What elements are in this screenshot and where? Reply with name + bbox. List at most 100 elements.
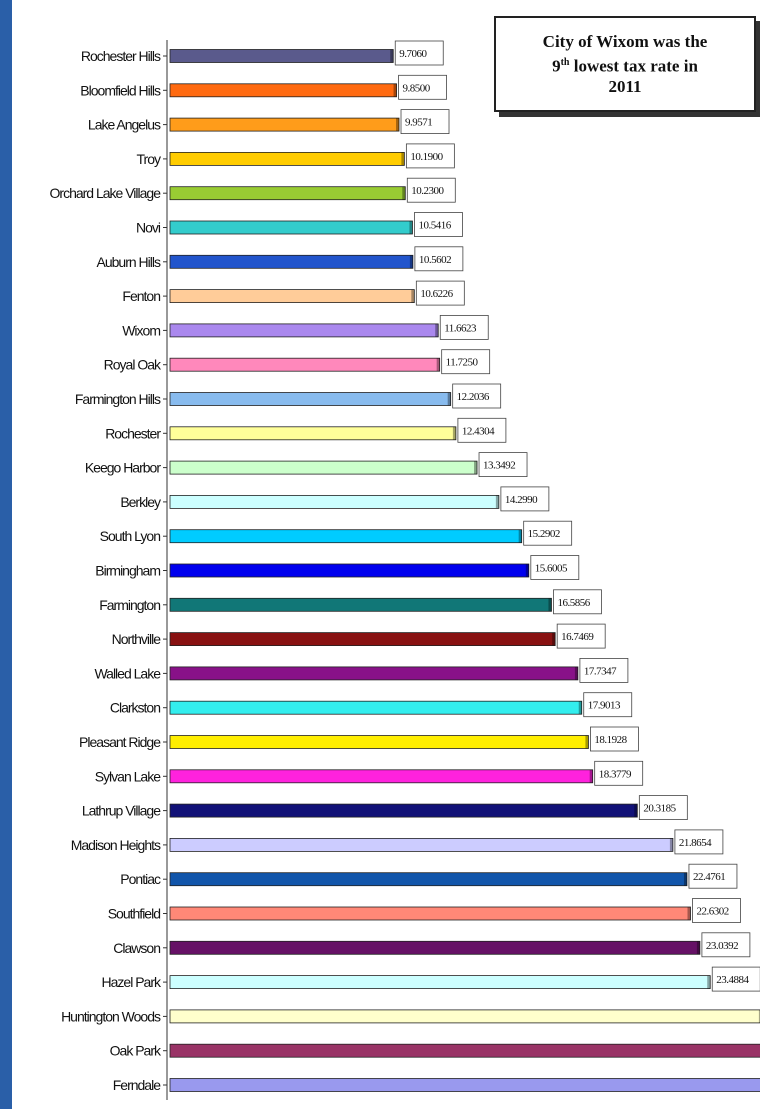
bar [169, 186, 406, 201]
value-label: 13.3492 [483, 460, 515, 472]
value-label: 16.5856 [557, 597, 590, 609]
bar [169, 769, 594, 784]
bar-end-cap [393, 83, 397, 97]
chart-title-line3: 2011 [608, 77, 642, 97]
value-label: 11.6623 [444, 322, 477, 334]
value-label-box [523, 520, 573, 546]
value-label-box [394, 40, 444, 66]
bar-end-cap [683, 872, 687, 886]
value-label-box [579, 658, 629, 683]
category-label: Northville [112, 631, 162, 647]
category-label: Southfield [108, 906, 160, 922]
value-label-box [478, 452, 528, 478]
bar [169, 906, 691, 921]
category-label: Troy [137, 151, 161, 167]
bar-end-cap [402, 186, 406, 200]
value-label: 12.4304 [462, 425, 495, 437]
value-label-box [405, 143, 455, 169]
bar [169, 49, 394, 63]
bar [169, 563, 530, 578]
category-label: Farmington [99, 597, 160, 613]
category-label: Clawson [113, 940, 160, 956]
value-label-box [414, 212, 463, 237]
bar [169, 838, 674, 852]
bar-end-cap [447, 392, 451, 406]
category-label: Hazel Park [102, 974, 162, 990]
bar-end-cap [578, 701, 582, 715]
value-label-box [500, 486, 550, 512]
value-label: 23.4884 [716, 974, 749, 986]
category-label: Rochester [105, 425, 161, 441]
value-label-box [452, 383, 502, 409]
value-label-box [439, 314, 489, 340]
value-label-box [406, 177, 456, 203]
bar-end-cap [396, 118, 400, 132]
bar [169, 357, 441, 372]
bar-end-cap [548, 598, 552, 612]
bar [169, 289, 415, 304]
category-label: Wixom [122, 322, 160, 338]
category-label: Clarkston [110, 700, 160, 716]
bar-end-cap [707, 975, 711, 989]
bar [169, 254, 414, 269]
value-label-box [398, 74, 447, 100]
value-label: 18.3779 [599, 768, 632, 780]
bar-end-cap [585, 735, 589, 749]
value-label-box [594, 760, 644, 786]
bar [169, 700, 583, 715]
category-label: Orchard Lake Village [50, 185, 162, 201]
bar [169, 666, 579, 681]
category-label: South Lyon [100, 528, 161, 544]
bar [169, 323, 439, 338]
value-label-box [415, 280, 465, 306]
bar [169, 392, 452, 406]
value-label: 15.6005 [535, 563, 568, 575]
value-label: 9.8500 [403, 82, 431, 94]
value-label: 17.7347 [584, 665, 617, 677]
value-label: 21.8654 [679, 837, 712, 849]
value-label: 17.9013 [588, 700, 621, 712]
bar-chart: Rochester Hills 9.7060 Bloomfield Hills 9.8… [50, 40, 760, 1100]
category-label: Pleasant Ridge [79, 734, 161, 750]
bar [169, 940, 701, 955]
value-label: 22.6302 [696, 906, 728, 918]
value-label: 10.1900 [410, 151, 443, 163]
bar-end-cap [696, 941, 700, 955]
bar [169, 632, 556, 646]
category-label: Madison Heights [71, 837, 161, 853]
bar [169, 494, 500, 509]
category-label: Lathrup Village [82, 803, 161, 819]
chart-title: City of Wixom was the 9th lowest tax rat… [543, 31, 708, 98]
value-label: 11.7250 [446, 357, 479, 369]
bar-end-cap [409, 255, 413, 269]
category-label: Fenton [122, 288, 160, 304]
bar [169, 220, 413, 235]
value-label-box [530, 555, 580, 580]
bar [169, 83, 397, 98]
category-label: Keego Harbor [85, 460, 162, 476]
bar [169, 872, 688, 887]
value-label-box [590, 726, 639, 752]
bar [169, 117, 400, 132]
category-label: Novi [136, 220, 161, 236]
value-label: 18.1928 [594, 734, 627, 746]
bar [169, 1078, 760, 1092]
value-label: 20.3185 [643, 803, 676, 815]
bar [169, 735, 589, 749]
category-label: Rochester Hills [81, 48, 161, 64]
value-label-box [441, 349, 491, 375]
bar-end-cap [669, 838, 673, 852]
bar-end-cap [452, 426, 456, 440]
bar [169, 803, 638, 818]
value-label: 15.2902 [528, 528, 560, 540]
bar-end-cap [552, 632, 556, 646]
bar [169, 529, 523, 544]
bar [169, 460, 478, 475]
value-label: 10.2300 [411, 185, 444, 197]
value-label-box [457, 417, 507, 443]
bar-end-cap [518, 529, 522, 543]
bar-end-cap [758, 1009, 760, 1023]
value-label-box [556, 623, 606, 649]
chart-title-line1: City of Wixom was the [542, 31, 708, 51]
value-label: 14.2990 [505, 494, 538, 506]
